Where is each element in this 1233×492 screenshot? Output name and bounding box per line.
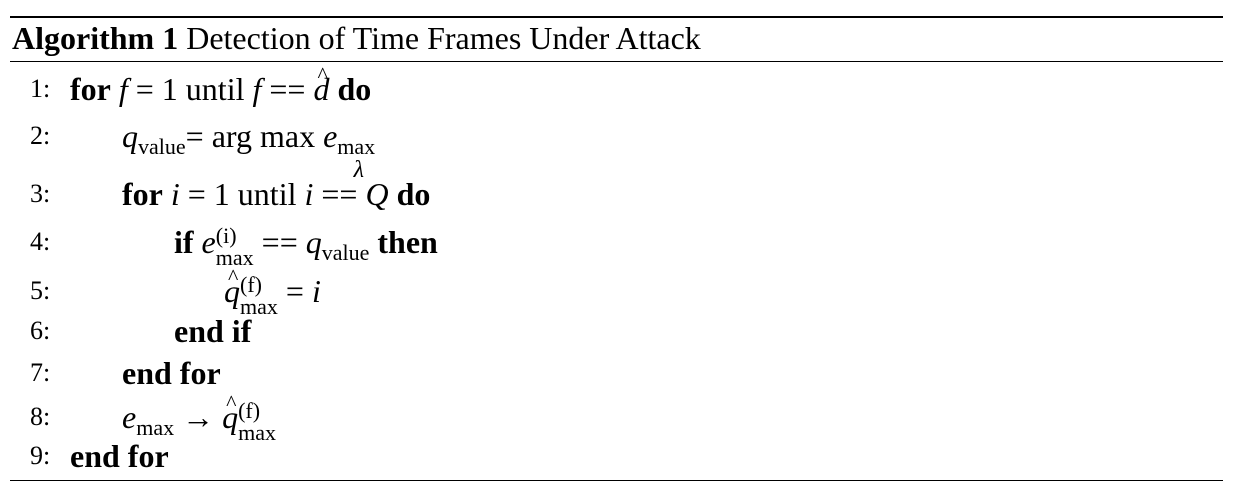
var-e: e [323,118,338,154]
var-e: e [122,399,137,435]
var-i: i [311,273,321,309]
line-number: 7: [30,358,51,387]
subscript-max: max [240,293,278,319]
op-eqeq: == [261,71,314,107]
under-lambda: λ [353,157,365,183]
var-q: q [305,224,322,260]
sup-sub-q: max(f)max [240,272,278,318]
keyword-for: for [70,71,111,107]
subscript-value: value [138,134,186,159]
keyword-end-if: end if [174,313,252,349]
keyword-do: do [329,71,372,107]
var-d-hat: d [313,52,329,112]
argmax-operator: = arg max λ [185,113,364,183]
var-f: f [118,71,128,107]
line-body: qvalue = arg max λ emax [122,113,376,183]
text-eq: = 1 until [179,176,305,212]
var-i: i [170,176,180,212]
algorithm-caption: Algorithm 1 Detection of Time Frames Und… [12,14,701,62]
arrow-right: → [174,399,223,435]
line-body: qmax(f)max = i [224,254,321,318]
line-number: 2: [30,121,51,150]
top-rule [10,16,1223,18]
line-number: 5: [30,276,51,305]
caption-rule [10,61,1223,62]
op-eq: = [277,273,312,309]
subscript-max: max [238,419,276,445]
subscript-max: max [337,134,376,159]
line-number: 3: [30,179,51,208]
line-body: emax → qmax(f)max [122,380,276,451]
sup-sub-q: max(f)max [238,398,276,444]
subscript-max: max [136,415,175,440]
algorithm-title: Detection of Time Frames Under Attack [186,20,701,56]
algorithm-label: Algorithm 1 [12,20,179,56]
subscript-value: value [321,240,370,265]
op-eqeq: == [253,224,306,260]
var-i: i [304,176,314,212]
var-f: f [252,71,262,107]
keyword-for: for [122,176,163,212]
line-body: for f = 1 until f == d do [70,52,372,112]
line-body: for i = 1 until i == Q do [122,171,430,217]
line-number: 1: [30,74,51,103]
var-q-hat: q [224,254,240,314]
superscript-i: (i) [215,222,237,248]
superscript-f: (f) [238,397,261,423]
var-q: q [122,118,138,154]
line-number: 9: [30,441,51,470]
keyword-do: do [388,176,431,212]
var-Q: Q [365,176,389,212]
var-q-hat: q [222,380,238,440]
line-number: 8: [30,402,51,431]
keyword-end-for: end for [70,438,169,474]
keyword-end-for: end for [122,355,221,391]
text-eq: = 1 until [127,71,253,107]
op-eqeq: == [313,176,366,212]
text-argmax: = arg max [185,118,316,154]
bottom-rule [10,480,1223,481]
line-number: 4: [30,227,51,256]
keyword-then: then [369,224,438,260]
var-e: e [201,224,216,260]
line-number: 6: [30,316,51,345]
superscript-f: (f) [240,271,262,297]
keyword-if: if [174,224,194,260]
line-body: if emax(i)max == qvalue then [174,219,438,276]
